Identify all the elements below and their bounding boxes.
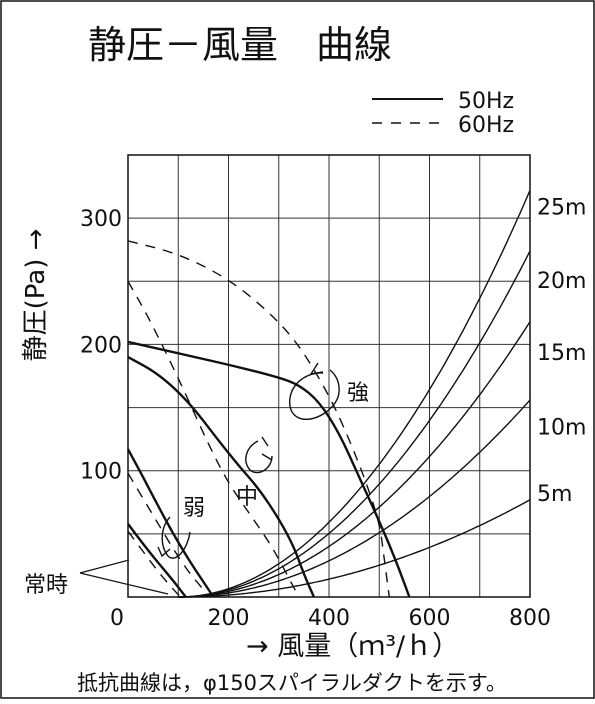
curve-50Hz-0 (127, 340, 411, 598)
curve-50Hz-4 (126, 448, 215, 598)
curve-60Hz-5 (127, 472, 209, 598)
axis-ticks: 200 400 600 800 100 200 300 (80, 207, 551, 631)
x-tick-label: 800 (509, 606, 551, 631)
switch-loop-weak-arrow (157, 546, 171, 558)
chart-title: 静圧－風量 曲線 (88, 23, 392, 67)
resistance-label-25m: 25m (537, 196, 586, 221)
x-axis-label: → 風量（ｍ³/ｈ） (246, 631, 459, 662)
x-tick-label: 400 (308, 606, 350, 631)
switch-loop-strong (289, 369, 340, 420)
switch-loop-strong-arrow (309, 362, 324, 375)
footnote: 抵抗曲線は，φ150スパイラルダクトを示す。 (77, 671, 507, 695)
resistance-curve-10m (178, 399, 531, 598)
label-weak: 弱 (183, 496, 205, 521)
curve-50Hz-2 (127, 356, 315, 598)
switch-loop-medium-arrow (261, 436, 273, 461)
y-axis-label: 静圧(Pa) → (21, 229, 51, 362)
resistance-curve-5m (178, 499, 531, 598)
series-annotations: 強 中 弱 常時 (24, 362, 369, 598)
plot-area-border (127, 154, 531, 598)
resistance-label-15m: 15m (537, 341, 586, 366)
performance-curves (126, 240, 411, 598)
label-strong: 強 (347, 381, 369, 406)
y-tick-label: 200 (80, 333, 122, 358)
resistance-label-5m: 5m (537, 482, 572, 507)
label-medium: 中 (236, 485, 258, 510)
y-tick-label: 300 (80, 207, 122, 232)
resistance-label-10m: 10m (537, 415, 586, 440)
label-always: 常時 (24, 573, 68, 598)
x-tick-label: 200 (208, 606, 250, 631)
switch-loop-medium (245, 440, 273, 474)
always-pointer-1 (79, 559, 130, 574)
curve-50Hz-6 (127, 523, 187, 598)
resistance-label-20m: 20m (537, 269, 586, 294)
resistance-curve-20m (178, 250, 531, 598)
switch-loop-weak (161, 516, 191, 559)
x-tick-label: 600 (409, 606, 451, 631)
curve-60Hz-3 (127, 280, 300, 598)
resistance-curves (178, 190, 531, 598)
legend: 50Hz 60Hz (372, 89, 514, 138)
x-origin-label: 0 (110, 606, 124, 631)
curve-60Hz-7 (127, 530, 182, 598)
curve-60Hz-1 (127, 240, 390, 598)
y-tick-label: 100 (80, 460, 122, 485)
legend-50hz-label: 50Hz (458, 89, 514, 114)
resistance-curve-25m (178, 190, 531, 598)
resistance-curve-15m (178, 321, 531, 598)
always-pointer-2 (79, 572, 169, 595)
resistance-labels: 25m 20m 15m 10m 5m (537, 196, 586, 508)
legend-60hz-label: 60Hz (458, 113, 514, 138)
